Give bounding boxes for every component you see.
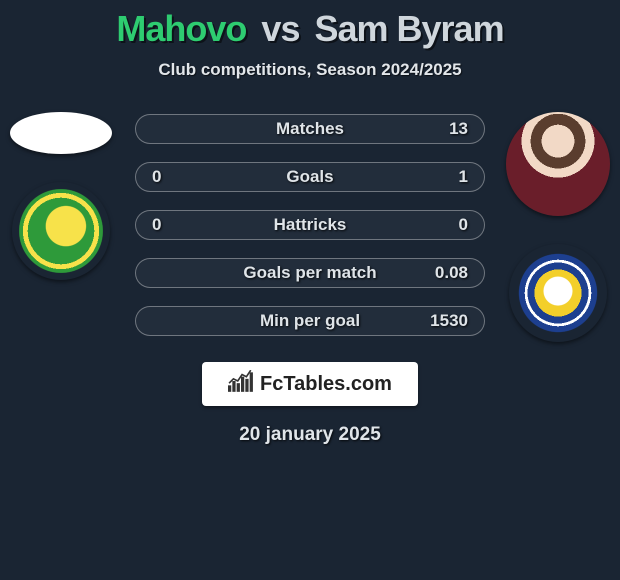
brand-text: FcTables.com [260, 373, 392, 396]
club-badge-norwich [12, 182, 110, 280]
brand-badge: FcTables.com [202, 362, 418, 406]
stat-right-value: 13 [428, 119, 468, 139]
stat-left-value: 0 [152, 215, 192, 235]
stat-left-value: 0 [152, 167, 192, 187]
stat-label: Matches [192, 119, 428, 139]
stat-label: Hattricks [192, 215, 428, 235]
player2-photo [506, 112, 610, 216]
stat-label: Goals per match [192, 263, 428, 283]
stat-label: Min per goal [192, 311, 428, 331]
comparison-title: Mahovo vs Sam Byram [0, 0, 620, 50]
player1-photo-placeholder [10, 112, 112, 154]
bar-chart-icon [228, 370, 254, 398]
stat-right-value: 1 [428, 167, 468, 187]
stat-row-hattricks: 0 Hattricks 0 [135, 210, 485, 240]
right-player-column [506, 112, 610, 342]
stat-row-goals-per-match: Goals per match 0.08 [135, 258, 485, 288]
club-badge-leeds [509, 244, 607, 342]
player1-name: Mahovo [116, 8, 246, 49]
stat-row-goals: 0 Goals 1 [135, 162, 485, 192]
vs-text: vs [261, 8, 299, 49]
stat-label: Goals [192, 167, 428, 187]
subtitle: Club competitions, Season 2024/2025 [0, 60, 620, 80]
left-player-column [10, 112, 112, 280]
stat-row-matches: Matches 13 [135, 114, 485, 144]
stat-right-value: 0 [428, 215, 468, 235]
stat-right-value: 1530 [428, 311, 468, 331]
stats-table: Matches 13 0 Goals 1 0 Hattricks 0 Goals… [135, 114, 485, 336]
stat-right-value: 0.08 [428, 263, 468, 283]
stat-row-min-per-goal: Min per goal 1530 [135, 306, 485, 336]
player2-name: Sam Byram [314, 8, 503, 49]
date-text: 20 january 2025 [0, 424, 620, 446]
